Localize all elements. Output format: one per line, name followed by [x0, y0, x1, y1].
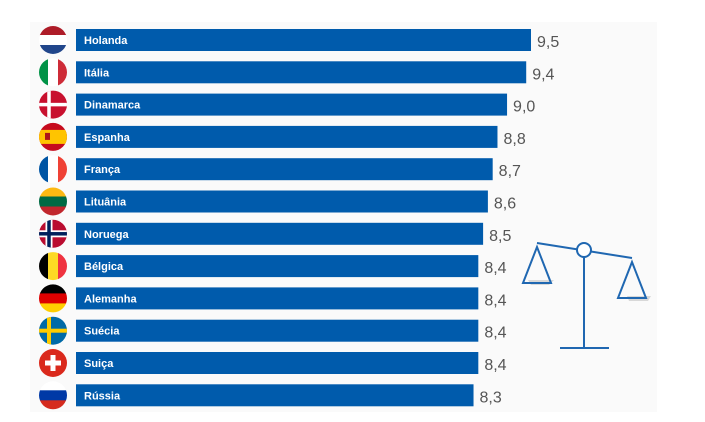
chart-background: [30, 22, 657, 412]
flag-russia-icon: [39, 381, 67, 410]
value-label: 8,8: [503, 131, 525, 148]
flag-lithuania-icon: [39, 187, 67, 216]
bar: [76, 287, 479, 310]
bar: [76, 61, 527, 84]
bar: [76, 158, 493, 181]
flag-belgium-icon: [39, 252, 67, 281]
category-label: França: [84, 164, 121, 176]
value-label: 8,4: [484, 260, 506, 277]
bar: [76, 29, 531, 51]
category-label: Suiça: [84, 358, 114, 370]
category-label: Lituânia: [84, 197, 127, 209]
bar: [76, 222, 484, 245]
flag-norway-icon: [39, 219, 67, 248]
flag-france-icon: [39, 155, 67, 184]
value-label: 8,6: [494, 196, 516, 213]
bar: [76, 93, 508, 116]
flag-switzerland-icon: [39, 349, 67, 377]
bar: [76, 190, 488, 213]
bar: [76, 319, 479, 342]
flag-sweden-icon: [39, 316, 67, 345]
value-label: 9,5: [537, 34, 559, 51]
value-label: 8,7: [499, 163, 521, 180]
value-label: 8,5: [489, 228, 511, 245]
bar: [76, 352, 479, 374]
category-label: Itália: [84, 67, 110, 79]
flag-denmark-icon: [39, 90, 67, 119]
value-label: 8,4: [484, 292, 506, 309]
bar: [76, 125, 498, 148]
category-label: Alemanha: [84, 293, 137, 305]
flag-italy-icon: [39, 58, 67, 87]
value-label: 8,3: [480, 389, 502, 406]
flag-netherlands-icon: [39, 26, 67, 54]
category-label: Dinamarca: [84, 100, 141, 112]
category-label: Holanda: [84, 35, 128, 47]
category-label: Suécia: [84, 326, 120, 338]
balance-scale-icon: [521, 242, 651, 349]
value-label: 8,4: [484, 357, 506, 374]
value-label: 8,4: [484, 325, 506, 342]
flag-spain-icon: [39, 122, 67, 151]
category-label: Bélgica: [84, 261, 124, 273]
category-label: Noruega: [84, 229, 130, 241]
category-label: Rússia: [84, 390, 121, 402]
bar: [76, 384, 474, 407]
value-label: 9,4: [532, 66, 554, 83]
value-label: 9,0: [513, 99, 535, 116]
flag-germany-icon: [39, 284, 67, 313]
bar: [76, 255, 479, 278]
category-label: Espanha: [84, 132, 131, 144]
